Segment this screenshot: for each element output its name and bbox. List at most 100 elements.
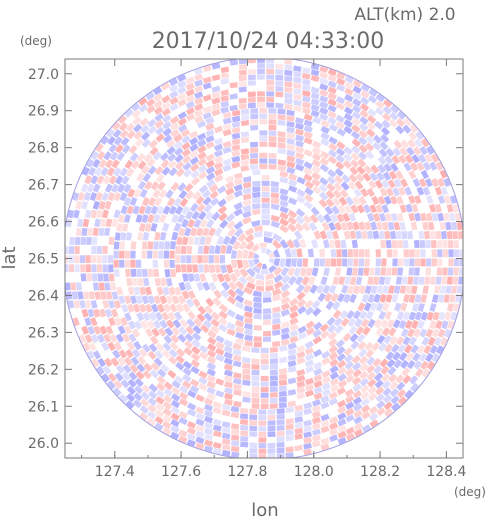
heatmap-cell [258, 415, 267, 421]
heatmap-cell [305, 365, 315, 374]
heatmap-cell [222, 235, 231, 246]
heatmap-cell [187, 290, 196, 300]
heatmap-cell [242, 210, 252, 219]
heatmap-cell [435, 230, 442, 240]
heatmap-cell [196, 313, 206, 323]
heatmap-cell [242, 193, 252, 201]
heatmap-cell [131, 277, 139, 287]
heatmap-cell [329, 434, 339, 442]
heatmap-cell [114, 372, 124, 382]
heatmap-cell [377, 195, 386, 205]
heatmap-cell [408, 131, 418, 141]
heatmap-cell [422, 161, 431, 171]
heatmap-cell [224, 392, 233, 400]
heatmap-cell [414, 138, 423, 148]
heatmap-cell [335, 339, 346, 349]
heatmap-cell [384, 310, 393, 321]
heatmap-cell [325, 258, 331, 267]
heatmap-cell [140, 398, 150, 408]
heatmap-cell [351, 117, 361, 127]
heatmap-cell [171, 295, 180, 305]
heatmap-cell [208, 281, 217, 292]
heatmap-cell [312, 399, 322, 407]
heatmap-cell [337, 366, 347, 376]
heatmap-cell [185, 88, 195, 97]
heatmap-cell [310, 98, 320, 106]
heatmap-cell [358, 151, 368, 161]
heatmap-cell [269, 397, 278, 404]
heatmap-cell [344, 204, 353, 214]
heatmap-cell [273, 266, 283, 277]
heatmap-cell [350, 130, 361, 140]
heatmap-cell [113, 268, 120, 277]
heatmap-cell [303, 173, 313, 182]
heatmap-cell [161, 101, 171, 110]
heatmap-cell [359, 122, 369, 132]
heatmap-cell [208, 245, 216, 254]
heatmap-cell [222, 123, 232, 131]
heatmap-cell [125, 400, 135, 410]
heatmap-cell [413, 360, 423, 370]
heatmap-cell [280, 333, 290, 340]
heatmap-cell [348, 325, 358, 335]
heatmap-cell [263, 330, 272, 337]
heatmap-cell [385, 267, 392, 276]
heatmap-cell [223, 339, 233, 348]
heatmap-cell [220, 244, 227, 254]
heatmap-cell [222, 117, 232, 125]
heatmap-cell [277, 131, 286, 138]
heatmap-cell [146, 158, 156, 168]
heatmap-cell [189, 227, 198, 237]
heatmap-cell [251, 197, 261, 204]
heatmap-cell [286, 166, 296, 175]
heatmap-cell [253, 253, 260, 259]
heatmap-cell [301, 276, 310, 286]
heatmap-cell [108, 143, 118, 153]
heatmap-cell [349, 230, 357, 240]
heatmap-cell [372, 141, 382, 151]
heatmap-cell [362, 326, 371, 336]
heatmap-cell [279, 199, 289, 208]
heatmap-cell [398, 352, 408, 362]
heatmap-cell [366, 371, 376, 381]
heatmap-cell [169, 240, 177, 250]
heatmap-cell [259, 242, 268, 248]
heatmap-cell [86, 183, 95, 193]
heatmap-cell [258, 454, 267, 458]
heatmap-cell [153, 99, 163, 109]
heatmap-cell [260, 353, 269, 359]
heatmap-cell [359, 116, 369, 125]
heatmap-cell [190, 352, 201, 362]
heatmap-cell [161, 107, 171, 117]
heatmap-cell [303, 402, 313, 410]
heatmap-cell [403, 258, 409, 267]
heatmap-cell [197, 157, 207, 167]
heatmap-cell [358, 258, 365, 267]
heatmap-cell [119, 259, 125, 268]
heatmap-cell [184, 340, 194, 350]
heatmap-cell [370, 285, 378, 295]
heatmap-cell [357, 302, 366, 312]
heatmap-cell [276, 430, 285, 437]
heatmap-cell [369, 412, 379, 422]
heatmap-cell [249, 408, 258, 415]
heatmap-cell [232, 342, 242, 351]
heatmap-cell [458, 276, 463, 285]
heatmap-cell [175, 264, 182, 273]
heatmap-cell [429, 203, 437, 213]
heatmap-cell [261, 197, 270, 203]
heatmap-cell [242, 368, 251, 375]
heatmap-cell [166, 146, 176, 155]
heatmap-cell [216, 273, 225, 283]
heatmap-cell [288, 179, 298, 187]
heatmap-cell [145, 286, 152, 296]
heatmap-cell [326, 316, 336, 327]
heatmap-cell [319, 191, 329, 201]
heatmap-cell [286, 239, 295, 249]
heatmap-cell [214, 245, 221, 254]
heatmap-cell [191, 339, 201, 349]
heatmap-cell [267, 448, 276, 454]
heatmap-cell [179, 318, 189, 329]
heatmap-cell [392, 187, 401, 197]
heatmap-cell [143, 362, 153, 372]
